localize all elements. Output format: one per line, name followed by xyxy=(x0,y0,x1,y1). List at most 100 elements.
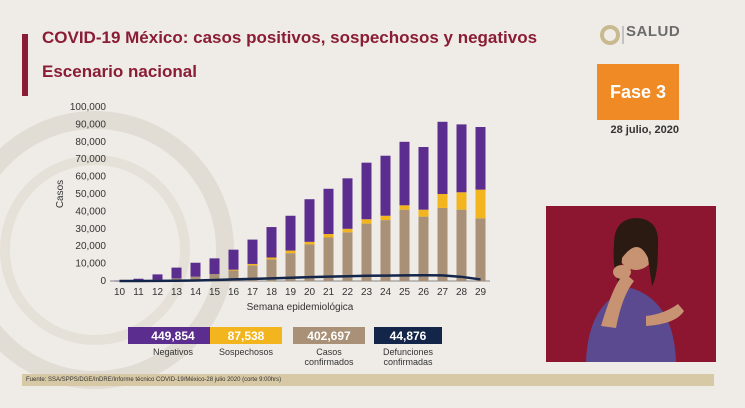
legend-negativos-label: Negativos xyxy=(152,347,194,357)
y-tick-label: 80,000 xyxy=(75,137,106,148)
bar-segment xyxy=(437,207,448,281)
x-tick-label: 28 xyxy=(456,287,468,298)
bar-segment xyxy=(304,241,315,245)
y-tick-label: 90,000 xyxy=(75,119,106,130)
report-date: 28 julio, 2020 xyxy=(610,124,679,136)
bar-segment xyxy=(342,232,353,281)
y-axis-label: Casos xyxy=(55,180,66,208)
x-axis-label: Semana epidemiológica xyxy=(247,302,354,313)
bar-segment xyxy=(247,239,258,264)
bar-segment xyxy=(228,270,239,281)
x-tick-label: 17 xyxy=(247,287,259,298)
x-tick-label: 25 xyxy=(399,287,411,298)
bar-segment xyxy=(475,127,486,190)
legend-confirmados: 402,697 Casos confirmados xyxy=(293,327,365,367)
x-tick-label: 14 xyxy=(190,287,202,298)
x-tick-label: 12 xyxy=(152,287,164,298)
y-tick-label: 30,000 xyxy=(75,224,106,235)
x-tick-label: 23 xyxy=(361,287,373,298)
x-tick-label: 13 xyxy=(171,287,183,298)
legend-defunciones-label: Defunciones confirmadas xyxy=(382,347,434,367)
y-tick-label: 20,000 xyxy=(75,241,106,252)
bar-segment xyxy=(399,205,410,210)
x-tick-label: 21 xyxy=(323,287,335,298)
bar-segment xyxy=(209,274,220,281)
bar-segment xyxy=(361,162,372,220)
legend-confirmados-label: Casos confirmados xyxy=(304,347,354,367)
legend-sospechosos: 87,538 Sospechosos xyxy=(210,327,282,357)
bar-segment xyxy=(114,280,125,282)
y-tick-label: 70,000 xyxy=(75,154,106,165)
bar-segment xyxy=(285,250,296,254)
sign-language-interpreter-image xyxy=(546,206,716,362)
x-tick-label: 18 xyxy=(266,287,278,298)
bar-segment xyxy=(437,121,448,194)
legend-defunciones-value: 44,876 xyxy=(374,327,442,344)
page-subtitle: Escenario nacional xyxy=(42,62,197,81)
bar-segment xyxy=(380,155,391,216)
x-tick-label: 24 xyxy=(380,287,392,298)
bar-segment xyxy=(361,219,372,224)
bar-segment xyxy=(418,209,429,217)
defunciones-line xyxy=(119,274,481,283)
bar-segment xyxy=(228,249,239,270)
bar-segment xyxy=(475,218,486,281)
bar-segment xyxy=(152,274,163,280)
bar-segment xyxy=(133,278,144,281)
y-tick-label: 10,000 xyxy=(75,259,106,270)
bar-segment xyxy=(266,227,277,258)
bar-segment xyxy=(342,178,353,229)
bar-segment xyxy=(361,223,372,281)
y-tick-label: 100,000 xyxy=(70,102,107,113)
bar-segment xyxy=(285,253,296,281)
bar-segment xyxy=(266,259,277,281)
bar-segment xyxy=(304,199,315,242)
bar-segment xyxy=(323,237,334,281)
page-title: COVID-19 México: casos positivos, sospec… xyxy=(42,28,538,47)
y-tick-label: 50,000 xyxy=(75,189,106,200)
bar-segment xyxy=(266,257,277,260)
x-tick-label: 16 xyxy=(228,287,240,298)
bar-segment xyxy=(437,194,448,208)
bar-segment xyxy=(418,216,429,281)
bar-segment xyxy=(228,269,239,271)
legend-defunciones: 44,876 Defunciones confirmadas xyxy=(374,327,442,367)
x-tick-label: 19 xyxy=(285,287,297,298)
bar-segment xyxy=(475,189,486,219)
x-tick-label: 27 xyxy=(437,287,449,298)
salud-logo-icon xyxy=(600,25,624,45)
source-footer: Fuente: SSA/SPPS/DGE/InDRE/Informe técni… xyxy=(22,374,714,386)
x-tick-label: 11 xyxy=(133,287,144,298)
bar-segment xyxy=(247,263,258,266)
bar-segment xyxy=(323,234,334,238)
bar-segment xyxy=(399,209,410,281)
stacked-bar-chart: 0 10,000 20,000 30,000 40,000 50,000 60,000 70,… xyxy=(55,102,490,313)
legend-sospechosos-value: 87,538 xyxy=(210,327,282,344)
legend-negativos-value: 449,854 xyxy=(128,327,218,344)
bar-segment xyxy=(190,276,201,281)
y-tick-label: 40,000 xyxy=(75,206,106,217)
bar-segment xyxy=(456,124,467,193)
legend-confirmados-value: 402,697 xyxy=(293,327,365,344)
bar-segment xyxy=(304,244,315,281)
bar-segment xyxy=(342,228,353,233)
x-tick-label: 26 xyxy=(418,287,430,298)
x-tick-label: 22 xyxy=(342,287,354,298)
bar-segment xyxy=(380,220,391,281)
legend-negativos: 449,854 Negativos xyxy=(128,327,218,357)
x-tick-label: 15 xyxy=(209,287,221,298)
y-tick-label: 0 xyxy=(100,276,106,287)
logo-text: SALUD xyxy=(626,23,681,40)
bar-segment xyxy=(380,215,391,221)
bar-segment xyxy=(399,141,410,206)
y-tick-label: 60,000 xyxy=(75,172,106,183)
phase-badge: Fase 3 xyxy=(597,64,679,120)
bar-segment xyxy=(323,188,334,235)
title-accent-bar xyxy=(22,34,28,96)
legend-sospechosos-label: Sospechosos xyxy=(218,347,274,357)
bar-segment xyxy=(190,262,201,277)
bar-segment xyxy=(247,265,258,281)
bar-segment xyxy=(418,147,429,210)
bar-segment xyxy=(456,192,467,210)
